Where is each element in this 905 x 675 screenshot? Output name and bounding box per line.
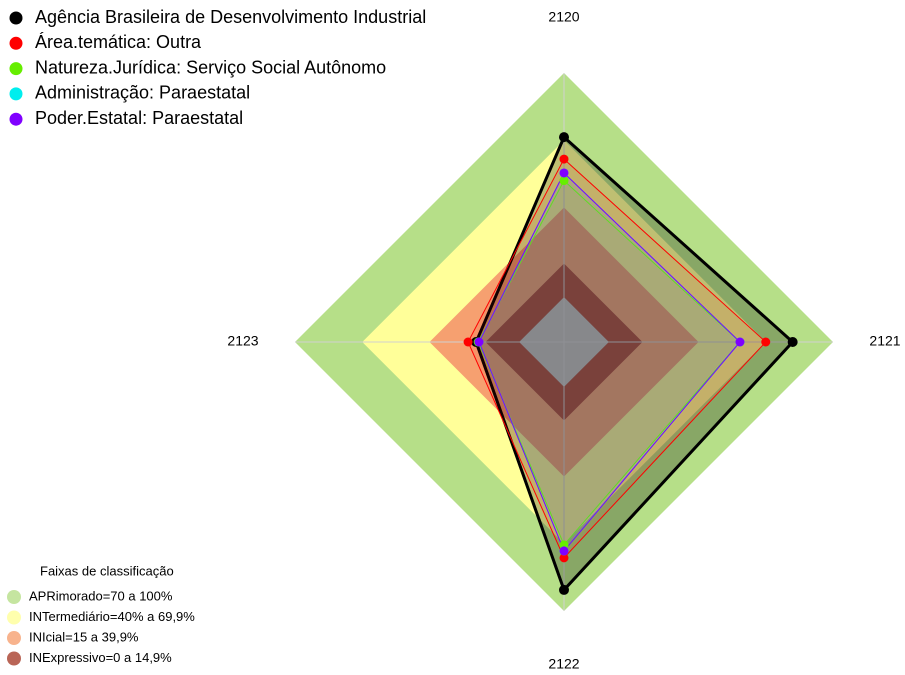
series-point [559, 168, 569, 178]
series-point [559, 154, 569, 164]
axis-label: 2120 [548, 9, 579, 25]
legend-label: Poder.Estatal: Paraestatal [35, 108, 243, 128]
band-legend-marker [7, 651, 21, 666]
series-point [559, 584, 569, 595]
band-legend-marker [7, 631, 21, 645]
band-legend-label: APRimorado=70 a 100% [29, 588, 173, 603]
series-point [559, 546, 569, 556]
series-point [761, 337, 771, 347]
legend-label: Natureza.Jurídica: Serviço Social Autôno… [35, 57, 386, 77]
bands-title: Faixas de classificação [40, 563, 174, 578]
legend-marker [9, 112, 23, 126]
series-point [735, 337, 745, 347]
legend-marker [9, 36, 23, 50]
axis-label: 2121 [869, 333, 900, 349]
series-point [474, 337, 484, 347]
legend-marker [9, 11, 23, 25]
series-point [463, 337, 473, 347]
band-legend-marker [7, 610, 21, 625]
band-legend-marker [7, 590, 21, 604]
series-point [559, 176, 569, 186]
series-point [559, 132, 569, 143]
axis-label: 2123 [227, 333, 258, 349]
legend-label: Administração: Paraestatal [35, 83, 250, 103]
band-legend-label: INIcial=15 a 39,9% [29, 629, 139, 644]
legend-label: Área.temática: Outra [35, 32, 202, 52]
series-point [787, 337, 798, 347]
legend-label: Agência Brasileira de Desenvolvimento In… [35, 7, 426, 27]
legend-marker [9, 87, 23, 101]
band-legend-label: INTermediário=40% a 69,9% [29, 609, 195, 624]
band-legend-label: INExpressivo=0 a 14,9% [29, 650, 172, 665]
axis-label: 2122 [548, 656, 579, 672]
legend-marker [9, 62, 23, 76]
series-point [559, 553, 569, 563]
